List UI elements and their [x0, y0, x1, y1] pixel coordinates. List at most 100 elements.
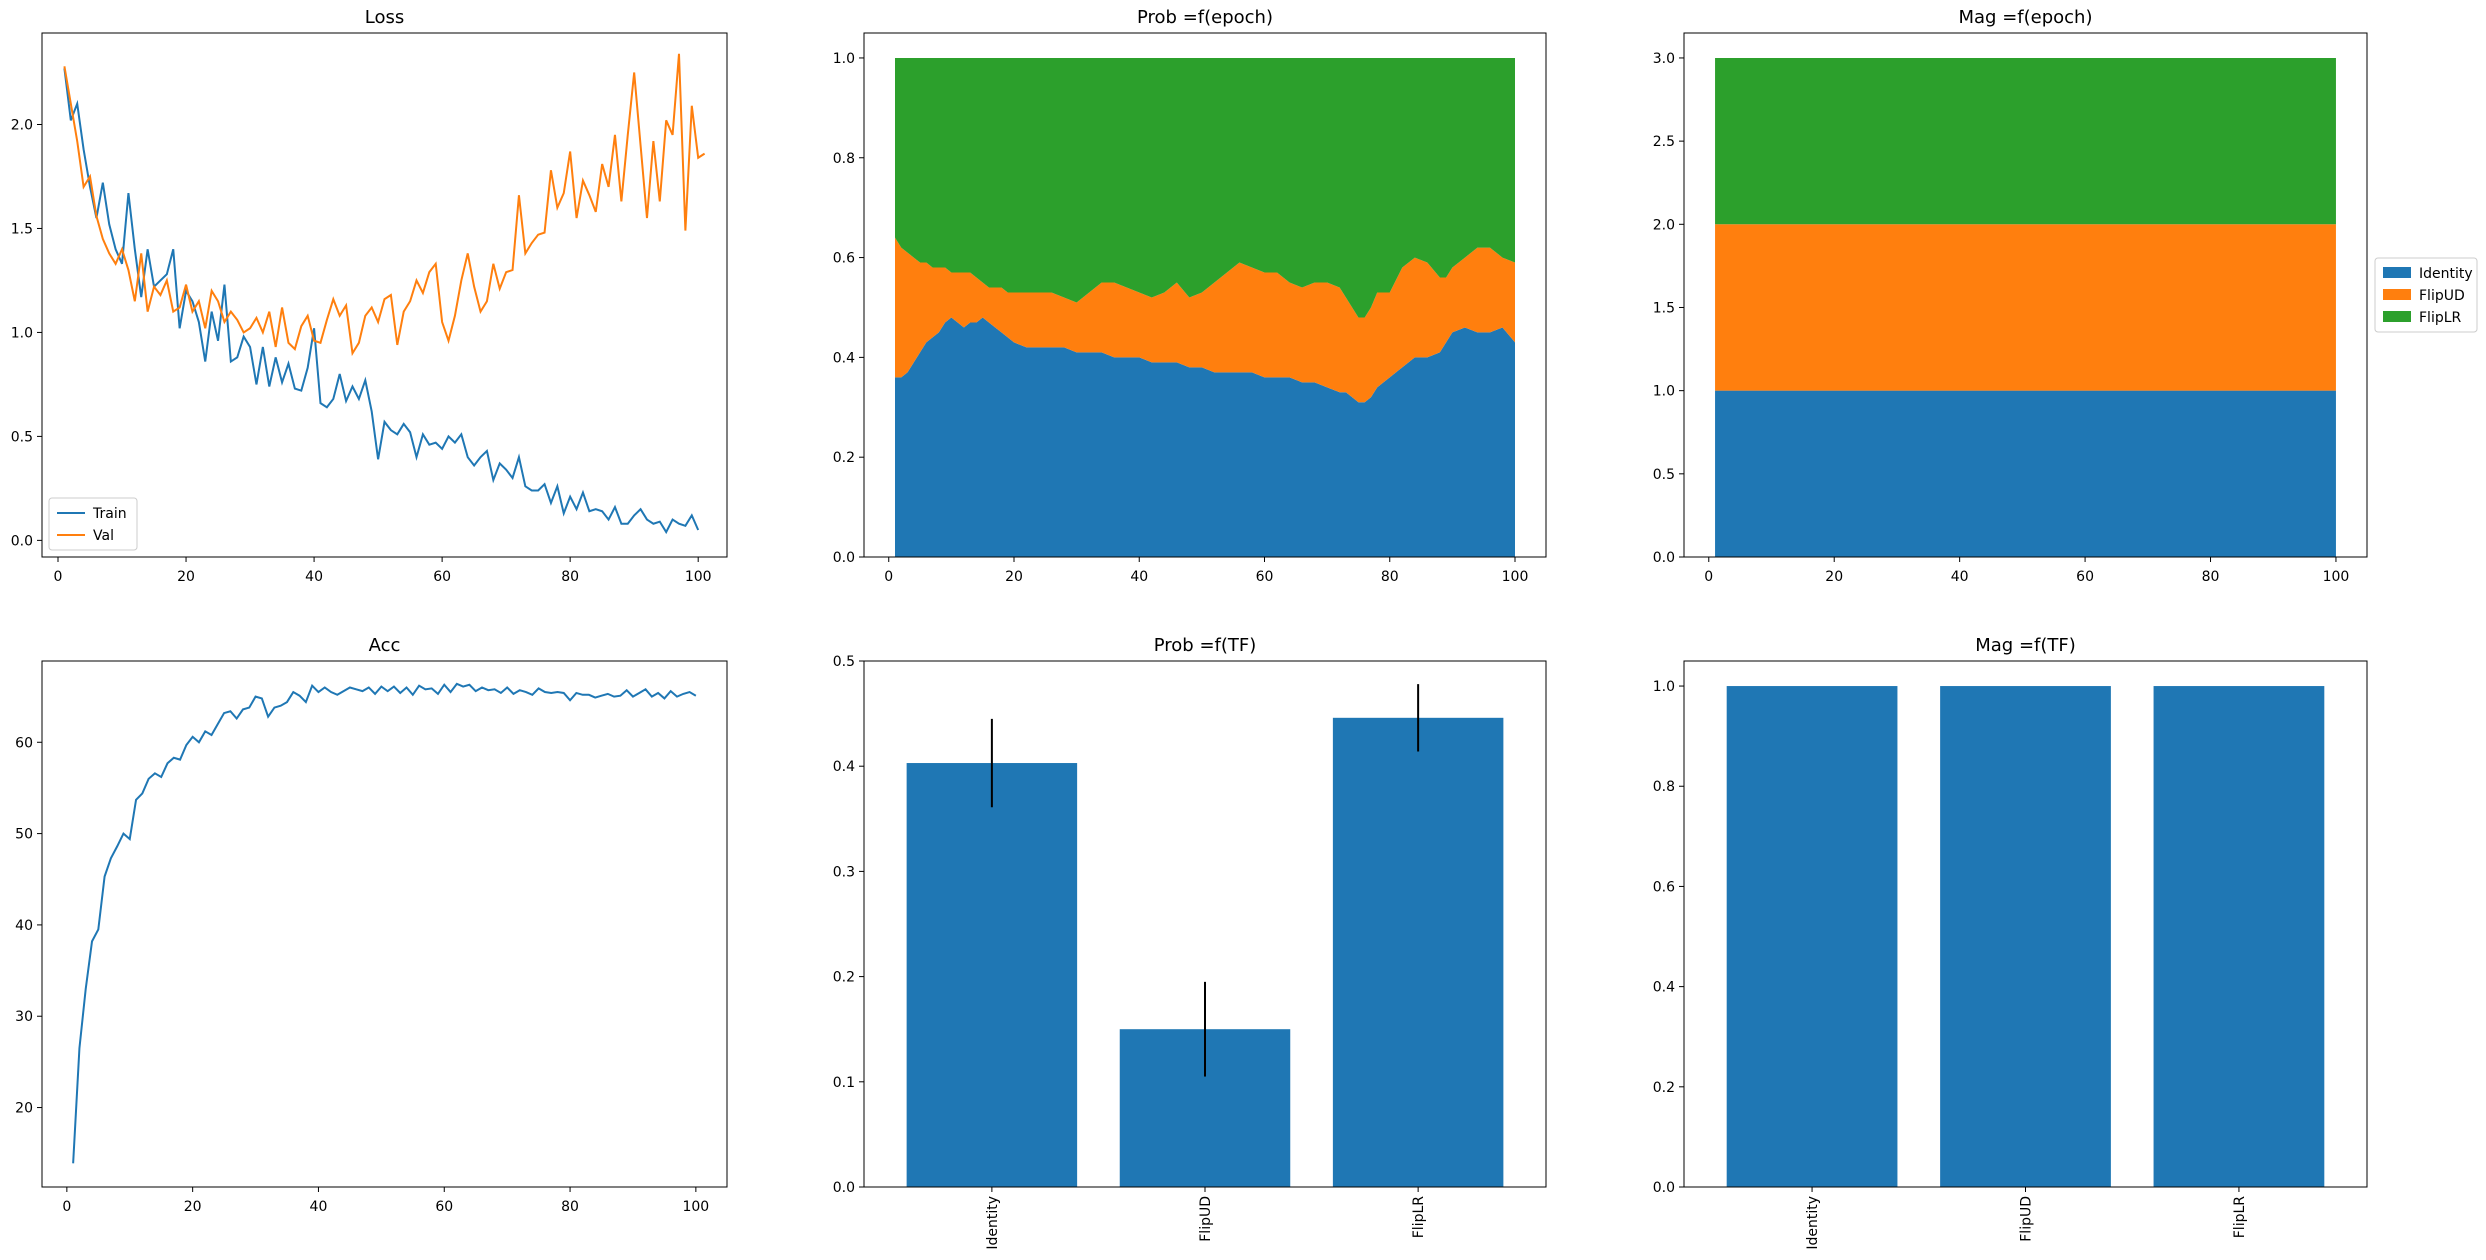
mag_epoch-ytick-label: 0.0 — [1653, 550, 1675, 566]
prob_epoch-ytick-label: 0.2 — [833, 450, 855, 466]
mag_epoch-ytick-label: 1.5 — [1653, 300, 1675, 316]
loss-ytick-label: 0.5 — [11, 429, 33, 445]
mag_tf-ytick-label: 0.2 — [1653, 1080, 1675, 1096]
mag_epoch-legend-label: FlipLR — [2419, 310, 2462, 326]
acc-xtick-label: 40 — [310, 1199, 328, 1215]
acc-xtick-label: 60 — [435, 1199, 453, 1215]
acc-xtick-label: 0 — [62, 1199, 71, 1215]
prob_tf-title: Prob =f(TF) — [1154, 635, 1257, 656]
subplot-mag_tf: Mag =f(TF) 0.0 0.2 0.4 0.6 0.8 1.0 Identity Flip… — [1653, 635, 2368, 1250]
mag_epoch-ytick-label: 1.0 — [1653, 384, 1675, 400]
loss-legend-label: Val — [93, 528, 114, 544]
prob_epoch-area-flipud — [895, 237, 1515, 403]
mag_epoch-xtick-label: 40 — [1951, 569, 1969, 585]
mag_epoch-area-identity — [1715, 390, 2336, 557]
prob_epoch-xtick-label: 100 — [1502, 569, 1529, 585]
acc-ytick-label: 30 — [15, 1009, 33, 1025]
subplot-acc: Acc 20 30 40 50 60 0 20 40 60 80 100 — [15, 635, 728, 1215]
acc-title: Acc — [369, 635, 401, 656]
mag_tf-ytick-label: 0.0 — [1653, 1180, 1675, 1196]
mag_tf-ytick-label: 0.4 — [1653, 980, 1675, 996]
mag_epoch-legend-swatch — [2383, 289, 2411, 300]
prob_epoch-title: Prob =f(epoch) — [1137, 7, 1273, 28]
prob_epoch-xtick-label: 0 — [884, 569, 893, 585]
mag_epoch-area-flipud — [1715, 224, 2336, 391]
mag_epoch-xtick-label: 0 — [1704, 569, 1713, 585]
acc-series-line — [72, 682, 697, 1164]
mag_epoch-xtick-label: 100 — [2323, 569, 2350, 585]
acc-ytick-label: 60 — [15, 735, 33, 751]
prob_tf-ytick-label: 0.2 — [833, 970, 855, 986]
mag_epoch-legend-label: FlipUD — [2419, 288, 2465, 304]
loss-xtick-label: 60 — [433, 569, 451, 585]
subplot-prob_tf: Prob =f(TF) 0.0 0.1 0.2 0.3 0.4 0.5 Identity Fli… — [833, 635, 1547, 1250]
prob_tf-bar-identity — [906, 763, 1078, 1187]
mag_epoch-ytick-label: 2.5 — [1653, 134, 1675, 150]
loss-xtick-label: 0 — [54, 569, 63, 585]
loss-ytick-label: 2.0 — [11, 117, 33, 133]
loss-series-train — [63, 68, 700, 535]
prob_epoch-area-fliplr — [895, 57, 1515, 318]
acc-axes-frame — [41, 660, 728, 1188]
loss-axes-frame — [41, 32, 728, 558]
prob_tf-xtick-label: Identity — [985, 1196, 1001, 1250]
prob_tf-xtick-label: FlipLR — [1411, 1196, 1427, 1239]
loss-legend-label: Train — [92, 506, 127, 522]
prob_tf-bar-fliplr — [1332, 717, 1504, 1187]
mag_epoch-xtick-label: 80 — [2202, 569, 2220, 585]
loss-ytick-label: 0.0 — [11, 533, 33, 549]
loss-xtick-label: 40 — [305, 569, 323, 585]
loss-xtick-label: 100 — [685, 569, 712, 585]
prob_tf-ytick-label: 0.3 — [833, 864, 855, 880]
prob_tf-ytick-label: 0.1 — [833, 1075, 855, 1091]
prob_epoch-ytick-label: 1.0 — [833, 51, 855, 67]
mag_tf-bar-flipud — [1940, 686, 2111, 1187]
prob_tf-xtick-label: FlipUD — [1198, 1196, 1214, 1242]
mag_tf-ytick-label: 1.0 — [1653, 679, 1675, 695]
loss-title: Loss — [365, 7, 404, 28]
acc-xtick-label: 100 — [682, 1199, 709, 1215]
prob_epoch-xtick-label: 20 — [1005, 569, 1023, 585]
mag_epoch-xtick-label: 60 — [2076, 569, 2094, 585]
mag_tf-ytick-label: 0.6 — [1653, 879, 1675, 895]
mag_tf-ytick-label: 0.8 — [1653, 779, 1675, 795]
prob_epoch-xtick-label: 40 — [1130, 569, 1148, 585]
prob_epoch-ytick-label: 0.0 — [833, 550, 855, 566]
mag_epoch-ytick-label: 2.0 — [1653, 217, 1675, 233]
subplot-mag_epoch: Mag =f(epoch) 0.0 0.5 1.0 1.5 2.0 2.5 3.0 0 20 40 6… — [1653, 7, 2478, 585]
prob_epoch-ytick-label: 0.4 — [833, 350, 855, 366]
mag_epoch-ytick-label: 3.0 — [1653, 51, 1675, 67]
mag_epoch-area-fliplr — [1715, 57, 2336, 225]
mag_tf-bar-identity — [1726, 686, 1898, 1187]
prob_tf-ytick-label: 0.4 — [833, 759, 855, 775]
loss-ytick-label: 1.0 — [11, 325, 33, 341]
acc-ytick-label: 40 — [15, 918, 33, 934]
mag_tf-xtick-label: FlipUD — [2019, 1196, 2035, 1242]
acc-ytick-label: 50 — [15, 827, 33, 843]
subplot-loss: Loss 0.0 0.5 1.0 1.5 2.0 0 20 40 60 80 100 Train Val — [11, 7, 728, 585]
prob_epoch-axes-frame — [863, 32, 1547, 558]
loss-legend — [48, 497, 138, 551]
prob_epoch-ytick-label: 0.8 — [833, 151, 855, 167]
mag_epoch-xtick-label: 20 — [1825, 569, 1843, 585]
subplot-prob_epoch: Prob =f(epoch) 0.0 0.2 0.4 0.6 0.8 1.0 0 20 40 60 8… — [833, 7, 1547, 585]
prob_tf-ytick-label: 0.5 — [833, 654, 855, 670]
mag_epoch-ytick-label: 0.5 — [1653, 467, 1675, 483]
loss-ytick-label: 1.5 — [11, 221, 33, 237]
mag_tf-title: Mag =f(TF) — [1975, 635, 2076, 656]
mag_epoch-legend-swatch — [2383, 311, 2411, 322]
acc-xtick-label: 20 — [184, 1199, 202, 1215]
acc-xtick-label: 80 — [561, 1199, 579, 1215]
prob_tf-ytick-label: 0.0 — [833, 1180, 855, 1196]
prob_epoch-xtick-label: 60 — [1256, 569, 1274, 585]
mag_epoch-legend-label: Identity — [2419, 266, 2473, 282]
mag_epoch-title: Mag =f(epoch) — [1959, 7, 2093, 28]
loss-xtick-label: 20 — [177, 569, 195, 585]
loss-xtick-label: 80 — [561, 569, 579, 585]
mag_epoch-legend-swatch — [2383, 267, 2411, 278]
mag_tf-xtick-label: FlipLR — [2232, 1196, 2248, 1239]
acc-ytick-label: 20 — [15, 1101, 33, 1117]
mag_tf-xtick-label: Identity — [1805, 1196, 1821, 1250]
mag_tf-bar-fliplr — [2153, 686, 2325, 1187]
